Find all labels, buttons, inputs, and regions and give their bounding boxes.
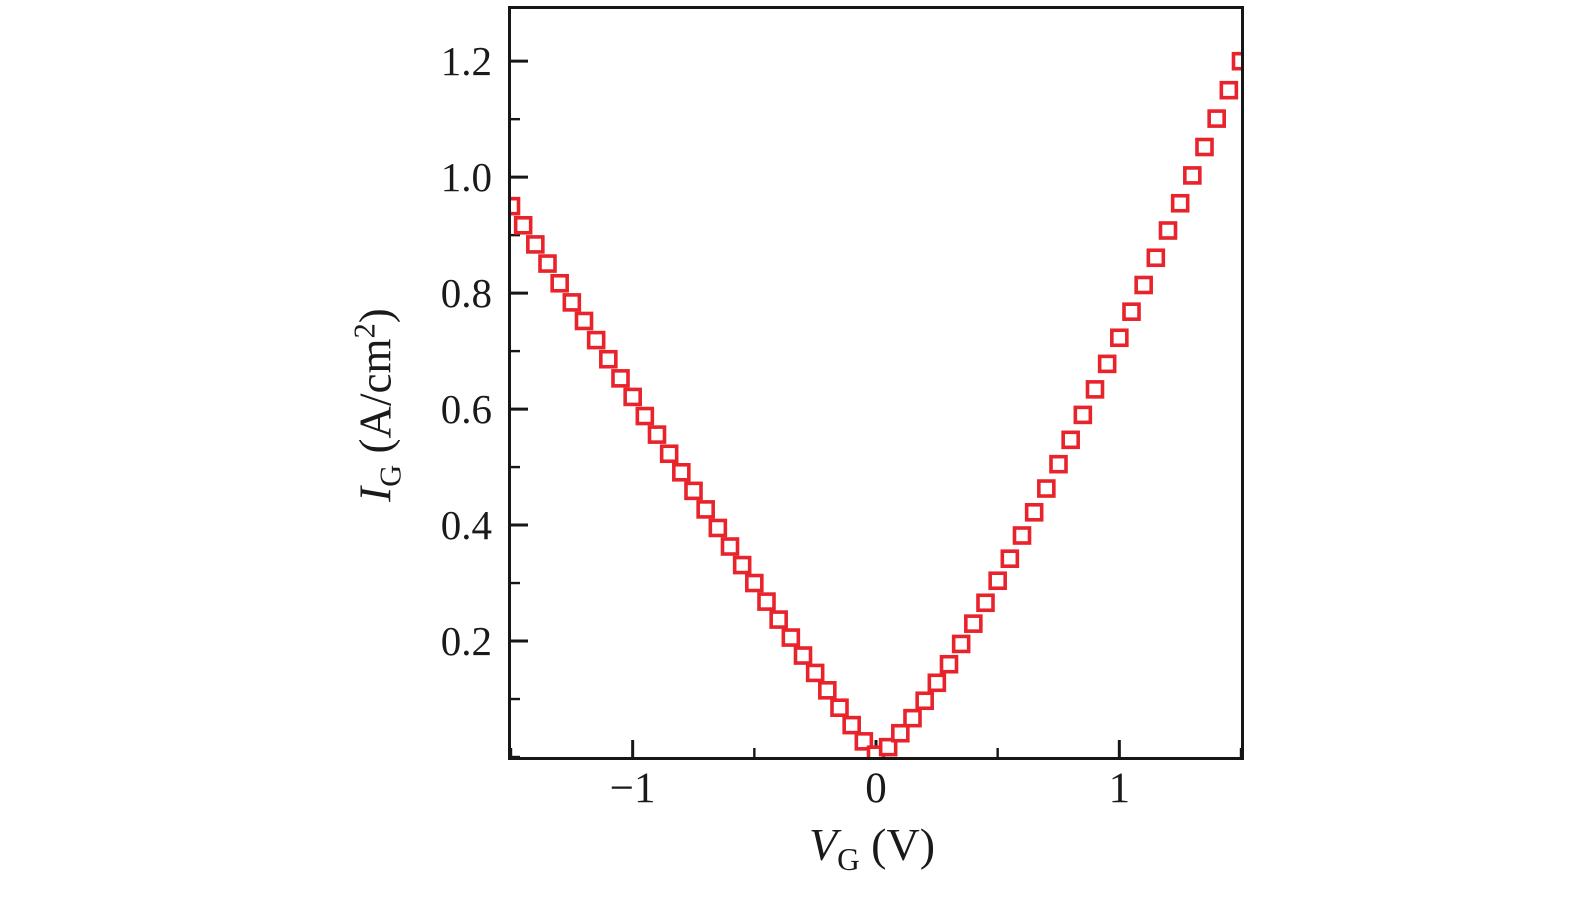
data-point-marker <box>538 254 557 273</box>
data-point-marker <box>1219 80 1239 100</box>
data-point-marker <box>1183 166 1202 185</box>
data-point-marker <box>830 698 849 718</box>
data-point-marker <box>854 732 874 751</box>
data-point-marker <box>781 628 801 647</box>
data-point-marker <box>939 654 959 674</box>
data-point-marker <box>672 462 691 482</box>
data-point-marker <box>635 406 655 426</box>
x-tick-label: 0 <box>865 765 887 812</box>
data-point-marker <box>1170 193 1190 213</box>
y-tick-label: 0.6 <box>440 386 492 433</box>
data-point-marker <box>599 349 618 369</box>
data-point-marker <box>708 518 728 538</box>
x-tick-label: −1 <box>609 765 656 812</box>
data-point-marker <box>951 634 971 654</box>
data-point-marker <box>1012 526 1032 545</box>
y-axis-symbol: I <box>350 486 401 502</box>
data-point-marker <box>1195 137 1214 157</box>
data-point-marker <box>1134 275 1153 295</box>
y-axis-exponent: 2 <box>347 323 382 339</box>
x-axis-units: (V) <box>859 818 936 870</box>
data-point-marker <box>720 537 740 556</box>
x-axis-subscript: G <box>837 842 860 878</box>
x-tick-label: 1 <box>1108 765 1131 812</box>
data-point-marker <box>769 610 788 629</box>
x-axis-symbol: V <box>808 818 838 870</box>
data-point-marker <box>818 681 837 700</box>
data-point-marker <box>1231 51 1241 71</box>
data-point-marker <box>1097 354 1117 374</box>
data-point-marker <box>1024 503 1044 522</box>
y-tick-label: 0.8 <box>440 270 492 317</box>
scatter-plot-canvas <box>511 51 1241 757</box>
y-axis-subscript: G <box>373 464 408 487</box>
data-point-marker <box>1110 328 1129 348</box>
data-point-marker <box>745 573 764 593</box>
data-point-marker <box>976 593 995 613</box>
data-point-marker <box>1061 430 1080 450</box>
y-tick-label: 1.0 <box>440 154 492 201</box>
data-point-marker <box>647 425 667 444</box>
data-point-marker <box>526 235 545 254</box>
data-point-marker <box>696 500 715 519</box>
data-point-marker <box>574 311 594 331</box>
data-point-marker <box>1207 109 1226 128</box>
data-point-marker <box>1146 248 1166 268</box>
data-point-marker <box>1000 549 1020 568</box>
data-point-marker <box>878 737 898 757</box>
data-point-marker <box>732 555 752 575</box>
data-point-marker <box>659 444 679 464</box>
y-tick-label: 0.2 <box>440 618 492 665</box>
data-point-marker <box>793 646 813 665</box>
data-point-marker <box>513 215 533 235</box>
y-tick-label: 0.4 <box>440 502 492 549</box>
data-point-marker <box>550 273 569 293</box>
data-point-marker <box>964 614 983 633</box>
data-point-marker <box>988 571 1007 591</box>
data-point-marker <box>562 293 582 312</box>
data-point-marker <box>1037 479 1056 498</box>
data-point-marker <box>1158 221 1178 240</box>
data-point-marker <box>1085 380 1105 399</box>
data-point-marker <box>915 691 934 711</box>
data-point-marker <box>903 708 922 728</box>
data-point-marker <box>891 723 910 743</box>
data-point-marker <box>611 369 630 388</box>
y-tick-label: 1.2 <box>440 38 492 85</box>
data-point-marker <box>842 715 861 735</box>
data-point-marker <box>805 663 825 683</box>
data-point-marker <box>1073 405 1093 425</box>
data-point-marker <box>684 481 703 501</box>
data-point-marker <box>927 673 947 693</box>
plot-area <box>508 6 1244 760</box>
data-point-marker <box>1049 454 1068 474</box>
data-point-marker <box>757 592 776 611</box>
data-point-marker <box>511 196 521 216</box>
data-point-marker <box>586 330 606 350</box>
data-point-marker <box>623 387 642 407</box>
x-axis-label: VG (V) <box>809 818 935 878</box>
data-point-marker <box>1122 302 1141 321</box>
